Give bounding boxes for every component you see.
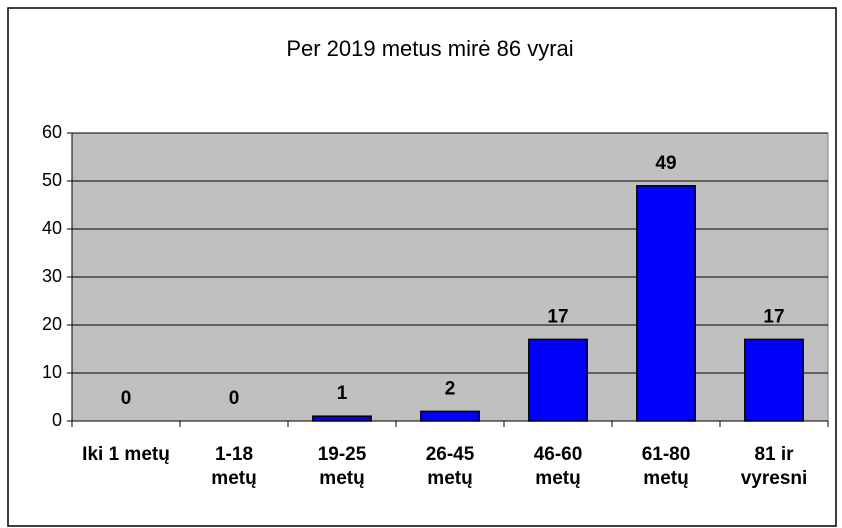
y-tick-label: 10 — [42, 362, 62, 382]
y-tick-label: 60 — [42, 122, 62, 142]
value-label: 1 — [337, 383, 348, 404]
value-label: 17 — [547, 306, 568, 327]
bar — [636, 185, 696, 422]
bar — [528, 338, 588, 422]
x-tick-label: 1-18 metų — [211, 444, 257, 489]
y-tick-label: 40 — [42, 218, 62, 238]
y-tick-label: 20 — [42, 314, 62, 334]
value-label: 2 — [445, 378, 456, 399]
x-tick-label: 81 ir vyresni — [740, 444, 808, 489]
x-tick-label: 26-45 metų — [425, 444, 475, 489]
x-tick-label: 61-80 metų — [641, 444, 691, 489]
value-label: 17 — [763, 306, 784, 327]
value-label: 0 — [121, 388, 132, 409]
y-tick-label: 0 — [52, 410, 62, 430]
x-tick-label: 19-25 metų — [317, 444, 367, 489]
value-label: 0 — [229, 388, 240, 409]
bar — [744, 338, 804, 422]
bar — [420, 410, 480, 422]
value-label: 49 — [655, 153, 676, 174]
bar — [312, 415, 372, 422]
x-tick-label: 46-60 metų — [533, 444, 583, 489]
y-tick-label: 50 — [42, 170, 62, 190]
chart-title: Per 2019 metus mirė 86 vyrai — [286, 36, 573, 61]
x-tick-label: Iki 1 metų — [82, 444, 170, 465]
y-tick-label: 30 — [42, 266, 62, 286]
